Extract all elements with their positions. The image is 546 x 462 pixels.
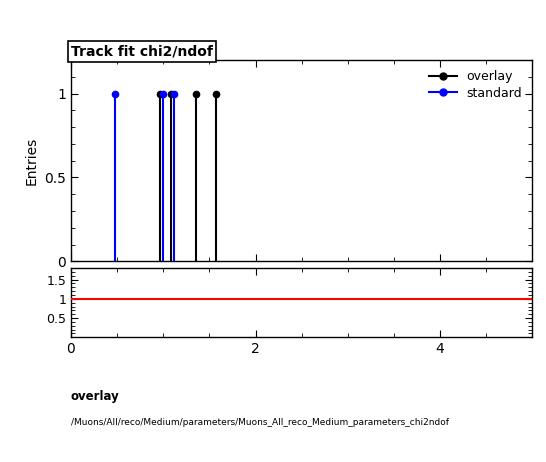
Y-axis label: Entries: Entries — [25, 137, 39, 185]
Legend: overlay, standard: overlay, standard — [425, 67, 526, 103]
Text: /Muons/All/reco/Medium/parameters/Muons_All_reco_Medium_parameters_chi2ndof: /Muons/All/reco/Medium/parameters/Muons_… — [71, 418, 449, 427]
Text: Track fit chi2/ndof: Track fit chi2/ndof — [71, 45, 213, 59]
Text: overlay: overlay — [71, 390, 120, 403]
